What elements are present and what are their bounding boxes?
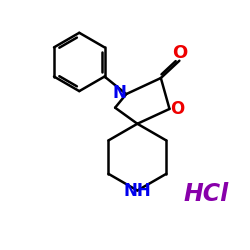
Text: O: O bbox=[172, 44, 187, 62]
Text: O: O bbox=[170, 100, 184, 118]
Text: N: N bbox=[112, 84, 126, 102]
Text: NH: NH bbox=[124, 182, 151, 200]
Text: HCl: HCl bbox=[184, 182, 229, 206]
